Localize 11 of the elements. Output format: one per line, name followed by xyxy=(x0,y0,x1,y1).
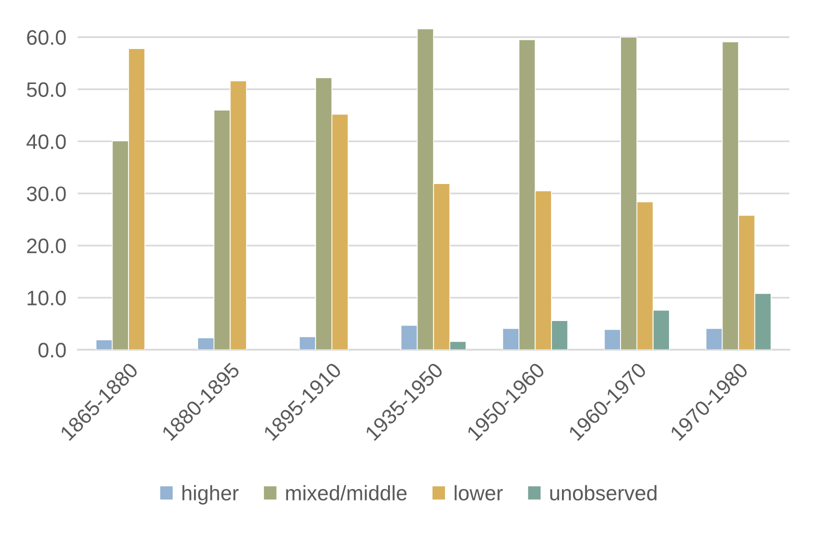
y-tick-label: 0.0 xyxy=(38,342,66,358)
legend-label: lower xyxy=(454,485,503,500)
y-tick-label: 30.0 xyxy=(26,186,66,202)
y-tick-label: 50.0 xyxy=(26,82,66,97)
y-tick-label: 20.0 xyxy=(27,238,66,254)
y-tick-label: 60.0 xyxy=(27,30,66,45)
legend-label: unobserved xyxy=(550,485,656,500)
legend-label: mixed/middle xyxy=(286,485,407,500)
y-tick-label: 40.0 xyxy=(26,134,66,150)
legend-label: higher xyxy=(182,485,239,505)
y-tick-label: 10.0 xyxy=(28,290,66,306)
